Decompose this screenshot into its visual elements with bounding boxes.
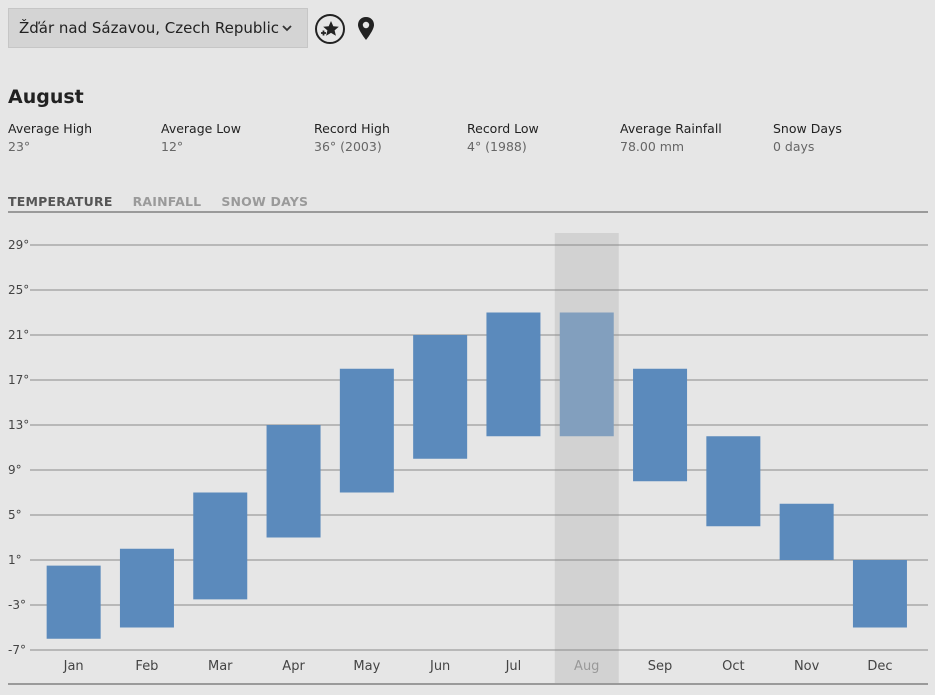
temperature-bar-jan (46, 565, 101, 639)
stat-record-low: Record Low 4° (1988) (467, 121, 617, 154)
temperature-bar-mar (193, 492, 248, 600)
x-tick-label: Feb (135, 659, 158, 674)
stat-average-low: Average Low 12° (161, 121, 311, 154)
temperature-bar-feb (119, 548, 174, 628)
temperature-bar-nov (779, 503, 834, 560)
stat-record-high: Record High 36° (2003) (314, 121, 464, 154)
stat-label: Snow Days (773, 121, 842, 136)
stat-value: 12° (161, 139, 184, 154)
temperature-bar-aug (559, 312, 614, 437)
x-tick-label: Aug (574, 659, 599, 674)
location-dropdown[interactable]: Žďár nad Sázavou, Czech Republic (8, 8, 308, 48)
location-dropdown-value: Žďár nad Sázavou, Czech Republic (19, 19, 279, 37)
temperature-bar-jun (413, 335, 468, 459)
y-tick-label: 1° (8, 553, 22, 567)
y-tick-label: -3° (8, 598, 26, 612)
stat-average-high: Average High 23° (8, 121, 158, 154)
stat-label: Record High (314, 121, 390, 136)
stat-label: Average Rainfall (620, 121, 722, 136)
x-tick-label: Jan (63, 659, 84, 674)
stat-label: Record Low (467, 121, 539, 136)
y-tick-label: 25° (8, 283, 29, 297)
tabs-divider (8, 211, 928, 213)
temperature-bar-oct (706, 436, 761, 527)
stat-value: 78.00 mm (620, 139, 685, 154)
temperature-bar-apr (266, 425, 321, 538)
tab-snow-days[interactable]: SNOW DAYS (221, 194, 309, 209)
temperature-bar-may (339, 368, 394, 493)
map-pin-icon[interactable] (356, 16, 376, 42)
stat-label: Average Low (161, 121, 241, 136)
stat-value: 23° (8, 139, 31, 154)
y-tick-label: 21° (8, 328, 29, 342)
stat-value: 4° (1988) (467, 139, 527, 154)
y-tick-label: 17° (8, 373, 29, 387)
temperature-chart: 29° 25° 21° 17° 13° 9° 5° 1° -3° -7° Jan Feb Mar Apr M… (8, 233, 928, 683)
stat-label: Average High (8, 121, 93, 136)
chart-bottom-divider (8, 683, 928, 685)
y-tick-label: 9° (8, 463, 22, 477)
x-tick-label: Oct (722, 659, 744, 674)
stat-value: 0 days (773, 139, 815, 154)
y-tick-label: -7° (8, 643, 26, 657)
x-tick-label: Sep (648, 659, 673, 674)
tab-rainfall[interactable]: RAINFALL (132, 194, 202, 209)
chevron-down-icon (282, 25, 292, 32)
y-tick-label: 13° (8, 418, 29, 432)
star-add-icon[interactable] (314, 13, 346, 45)
month-title: August (8, 86, 84, 108)
chart-tabs: TEMPERATURE RAINFALL SNOW DAYS (8, 194, 308, 209)
stat-average-rainfall: Average Rainfall 78.00 mm (620, 121, 770, 154)
x-tick-label: Jun (429, 659, 450, 674)
tab-temperature[interactable]: TEMPERATURE (8, 194, 113, 209)
temperature-bar-sep (633, 368, 688, 482)
x-tick-label: Apr (282, 659, 305, 674)
temperature-bar-jul (486, 312, 541, 437)
stat-value: 36° (2003) (314, 139, 382, 154)
x-tick-label: Mar (208, 659, 233, 674)
x-tick-label: Dec (867, 659, 892, 674)
stat-snow-days: Snow Days 0 days (773, 121, 923, 154)
x-tick-label: May (353, 659, 380, 674)
x-tick-label: Jul (505, 659, 522, 674)
x-tick-label: Nov (794, 659, 820, 674)
temperature-bar-dec (852, 560, 907, 628)
y-tick-label: 29° (8, 238, 29, 252)
selected-month-highlight (554, 233, 619, 683)
y-tick-label: 5° (8, 508, 22, 522)
